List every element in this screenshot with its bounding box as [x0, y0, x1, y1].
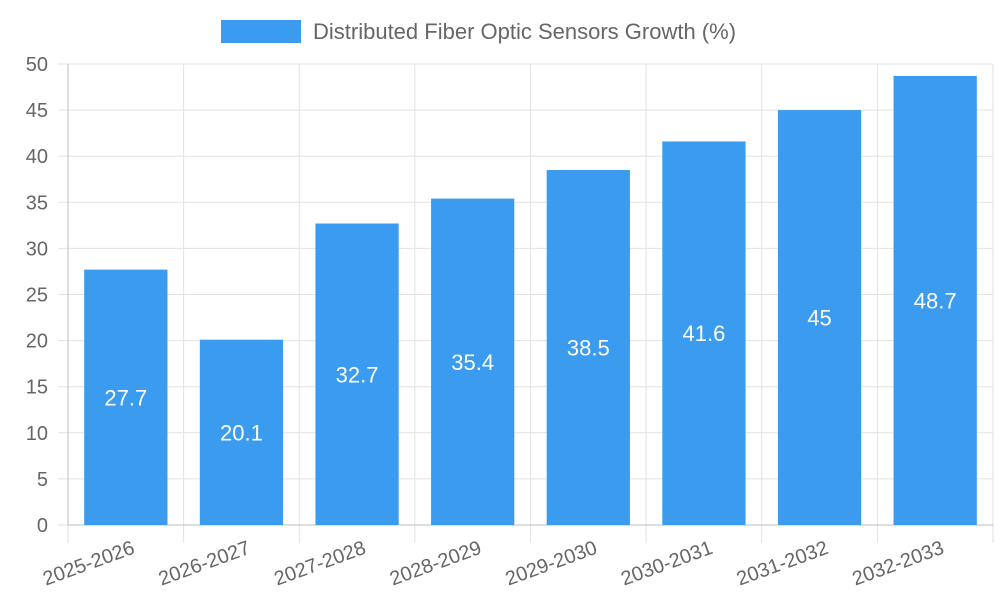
y-tick-label: 30: [26, 238, 48, 260]
bar-data-label: 35.4: [451, 350, 494, 375]
x-tick-label: 2032-2033: [849, 537, 946, 590]
legend-swatch: [221, 20, 301, 43]
bar-data-label: 38.5: [567, 336, 610, 361]
y-tick-label: 45: [26, 100, 48, 122]
x-axis-ticks: 2025-2026 2026-2027 2027-2028 2028-2029 2029…: [40, 537, 947, 590]
y-tick-label: 15: [26, 377, 48, 399]
bar: [662, 141, 746, 525]
y-tick-label: 0: [37, 515, 48, 537]
bar-data-label: 27.7: [104, 385, 147, 410]
bars: [84, 75, 977, 526]
bar-data-label: 20.1: [220, 420, 263, 445]
y-axis-ticks: 0 5 10 15 20 25 30 35 40 45 50: [26, 54, 48, 537]
bar: [893, 75, 977, 526]
bar: [546, 170, 630, 525]
x-tick-label: 2031-2032: [734, 537, 831, 590]
bar-data-label: 48.7: [914, 288, 957, 313]
bar: [315, 223, 399, 526]
bar: [431, 198, 515, 525]
bar: [199, 339, 284, 525]
legend-label: Distributed Fiber Optic Sensors Growth (…: [313, 19, 736, 44]
bar-data-label: 45: [807, 306, 831, 331]
y-tick-label: 35: [26, 192, 48, 214]
x-tick-label: 2027-2028: [271, 537, 368, 590]
x-tick-label: 2026-2027: [156, 537, 253, 590]
y-tick-label: 40: [26, 146, 48, 168]
x-tick-label: 2029-2030: [503, 537, 600, 590]
y-tick-label: 10: [26, 423, 48, 445]
y-tick-label: 25: [26, 285, 48, 307]
y-tick-label: 5: [37, 469, 48, 491]
bar-data-labels: 27.7 20.1 32.7 35.4 38.5 41.6 45 48.7: [104, 288, 956, 445]
x-tick-label: 2028-2029: [387, 537, 484, 590]
x-tick-label: 2025-2026: [40, 537, 137, 590]
y-tick-label: 20: [26, 331, 48, 353]
bar: [84, 269, 168, 525]
bar: [777, 110, 862, 525]
bar-data-label: 41.6: [683, 321, 726, 346]
y-tick-label: 50: [26, 54, 48, 76]
legend: Distributed Fiber Optic Sensors Growth (…: [221, 19, 736, 44]
bar-data-label: 32.7: [336, 362, 379, 387]
x-tick-label: 2030-2031: [618, 537, 715, 590]
